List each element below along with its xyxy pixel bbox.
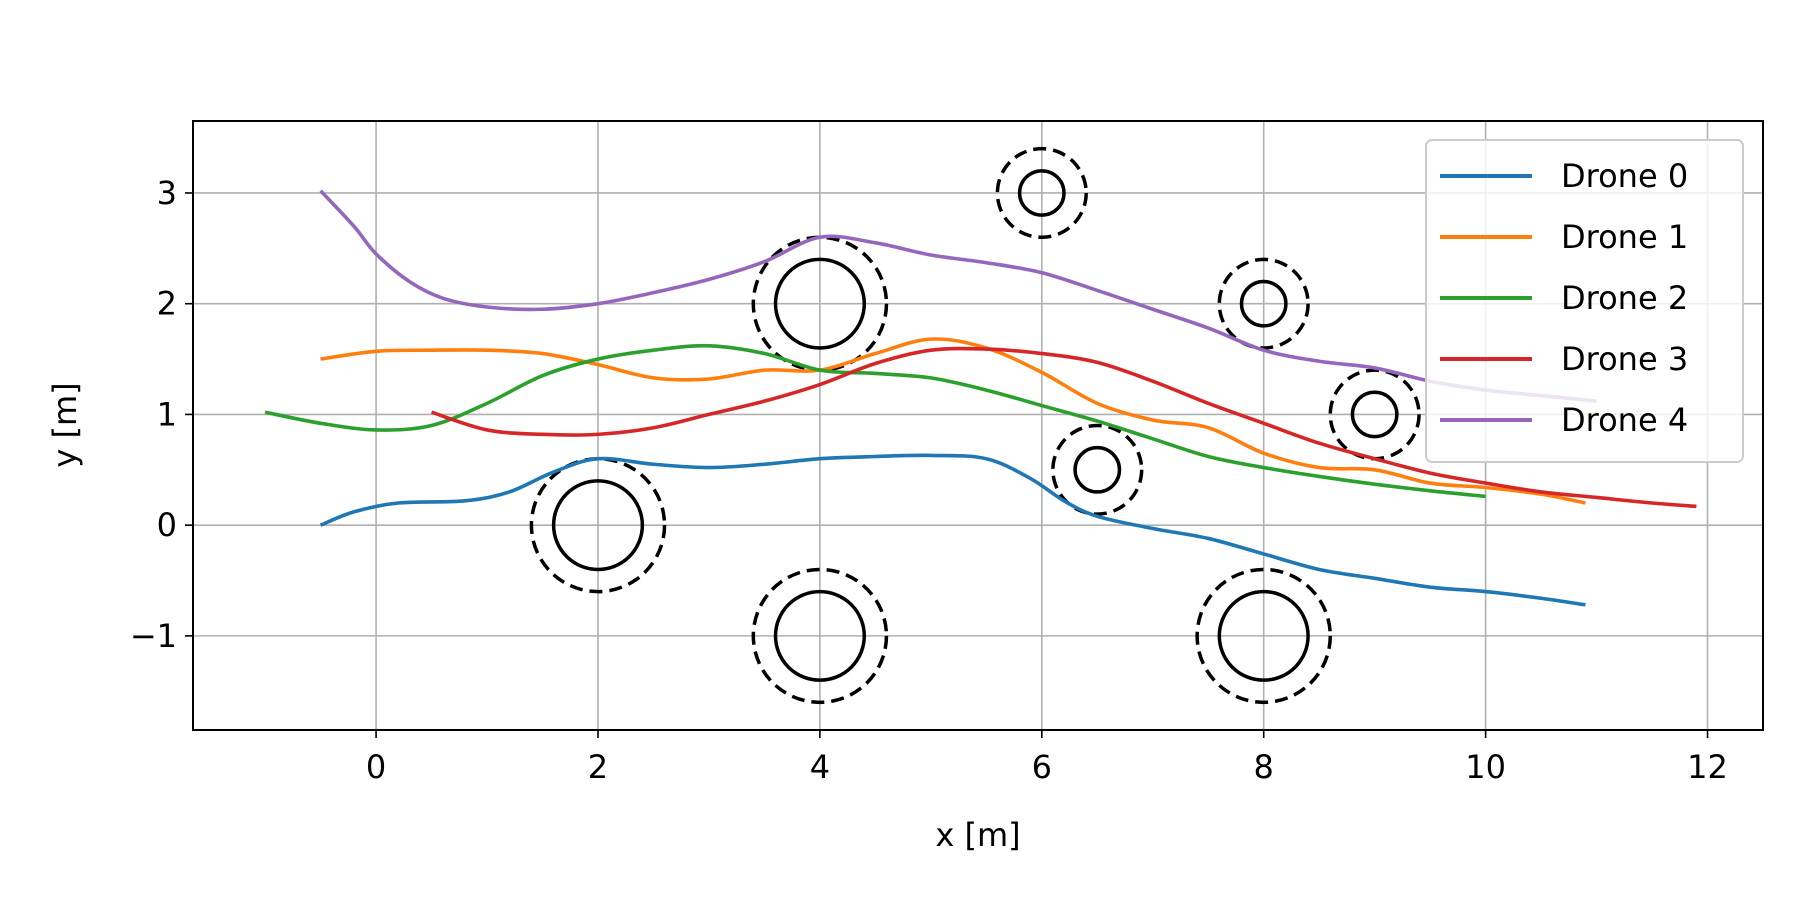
legend: Drone 0 Drone 1 Drone 2 Drone 3 Drone 4 — [1425, 139, 1744, 463]
x-tick-label: 6 — [1032, 748, 1052, 786]
legend-label-drone-2: Drone 2 — [1561, 279, 1688, 317]
x-tick-label: 12 — [1687, 748, 1728, 786]
obstacle-circle — [773, 589, 867, 682]
x-tick-label: 0 — [366, 748, 386, 786]
y-tick-label: −1 — [130, 617, 177, 655]
legend-label-drone-3: Drone 3 — [1561, 340, 1688, 378]
series-line-drone-2 — [264, 343, 1486, 499]
x-axis-label: x [m] — [935, 816, 1020, 854]
obstacle-circle — [1217, 589, 1310, 682]
x-axis-ticks: 0 2 4 6 8 10 12 — [366, 730, 1728, 786]
y-tick-label: 1 — [157, 395, 177, 433]
series-lines — [264, 189, 1697, 607]
obstacle-circle — [1073, 445, 1122, 494]
obstacle-safety-circle — [1051, 423, 1144, 516]
legend-label-drone-4: Drone 4 — [1561, 401, 1688, 439]
plot-frame — [192, 120, 1764, 731]
series-line-drone-0 — [319, 453, 1586, 607]
x-tick-label: 8 — [1254, 748, 1274, 786]
obstacle-circle — [1239, 279, 1288, 328]
y-axis-label: y [m] — [46, 382, 84, 467]
legend-box — [1425, 139, 1744, 463]
plot-area — [264, 146, 1697, 705]
obstacle-safety-circle — [995, 146, 1088, 240]
x-tick-label: 4 — [810, 748, 830, 786]
y-axis-ticks: −1 0 1 2 3 — [130, 174, 193, 655]
y-tick-label: 0 — [157, 506, 177, 544]
y-tick-label: 2 — [157, 285, 177, 323]
obstacle-safety-circle — [1217, 257, 1310, 350]
obstacles — [529, 146, 1421, 705]
series-line-drone-4 — [319, 189, 1597, 403]
obstacle-safety-circle — [1195, 567, 1333, 705]
obstacle-circle — [1017, 169, 1066, 217]
obstacle-circle — [1350, 390, 1399, 439]
y-tick-label: 3 — [157, 174, 177, 212]
x-tick-label: 10 — [1465, 748, 1506, 786]
series-line-drone-3 — [430, 346, 1697, 509]
obstacle-circle — [773, 257, 867, 350]
legend-label-drone-0: Drone 0 — [1561, 157, 1688, 195]
legend-label-drone-1: Drone 1 — [1561, 218, 1688, 256]
obstacle-safety-circle — [751, 567, 889, 705]
x-tick-label: 2 — [588, 748, 608, 786]
obstacle-circle — [551, 479, 645, 572]
series-line-drone-1 — [320, 337, 1586, 505]
